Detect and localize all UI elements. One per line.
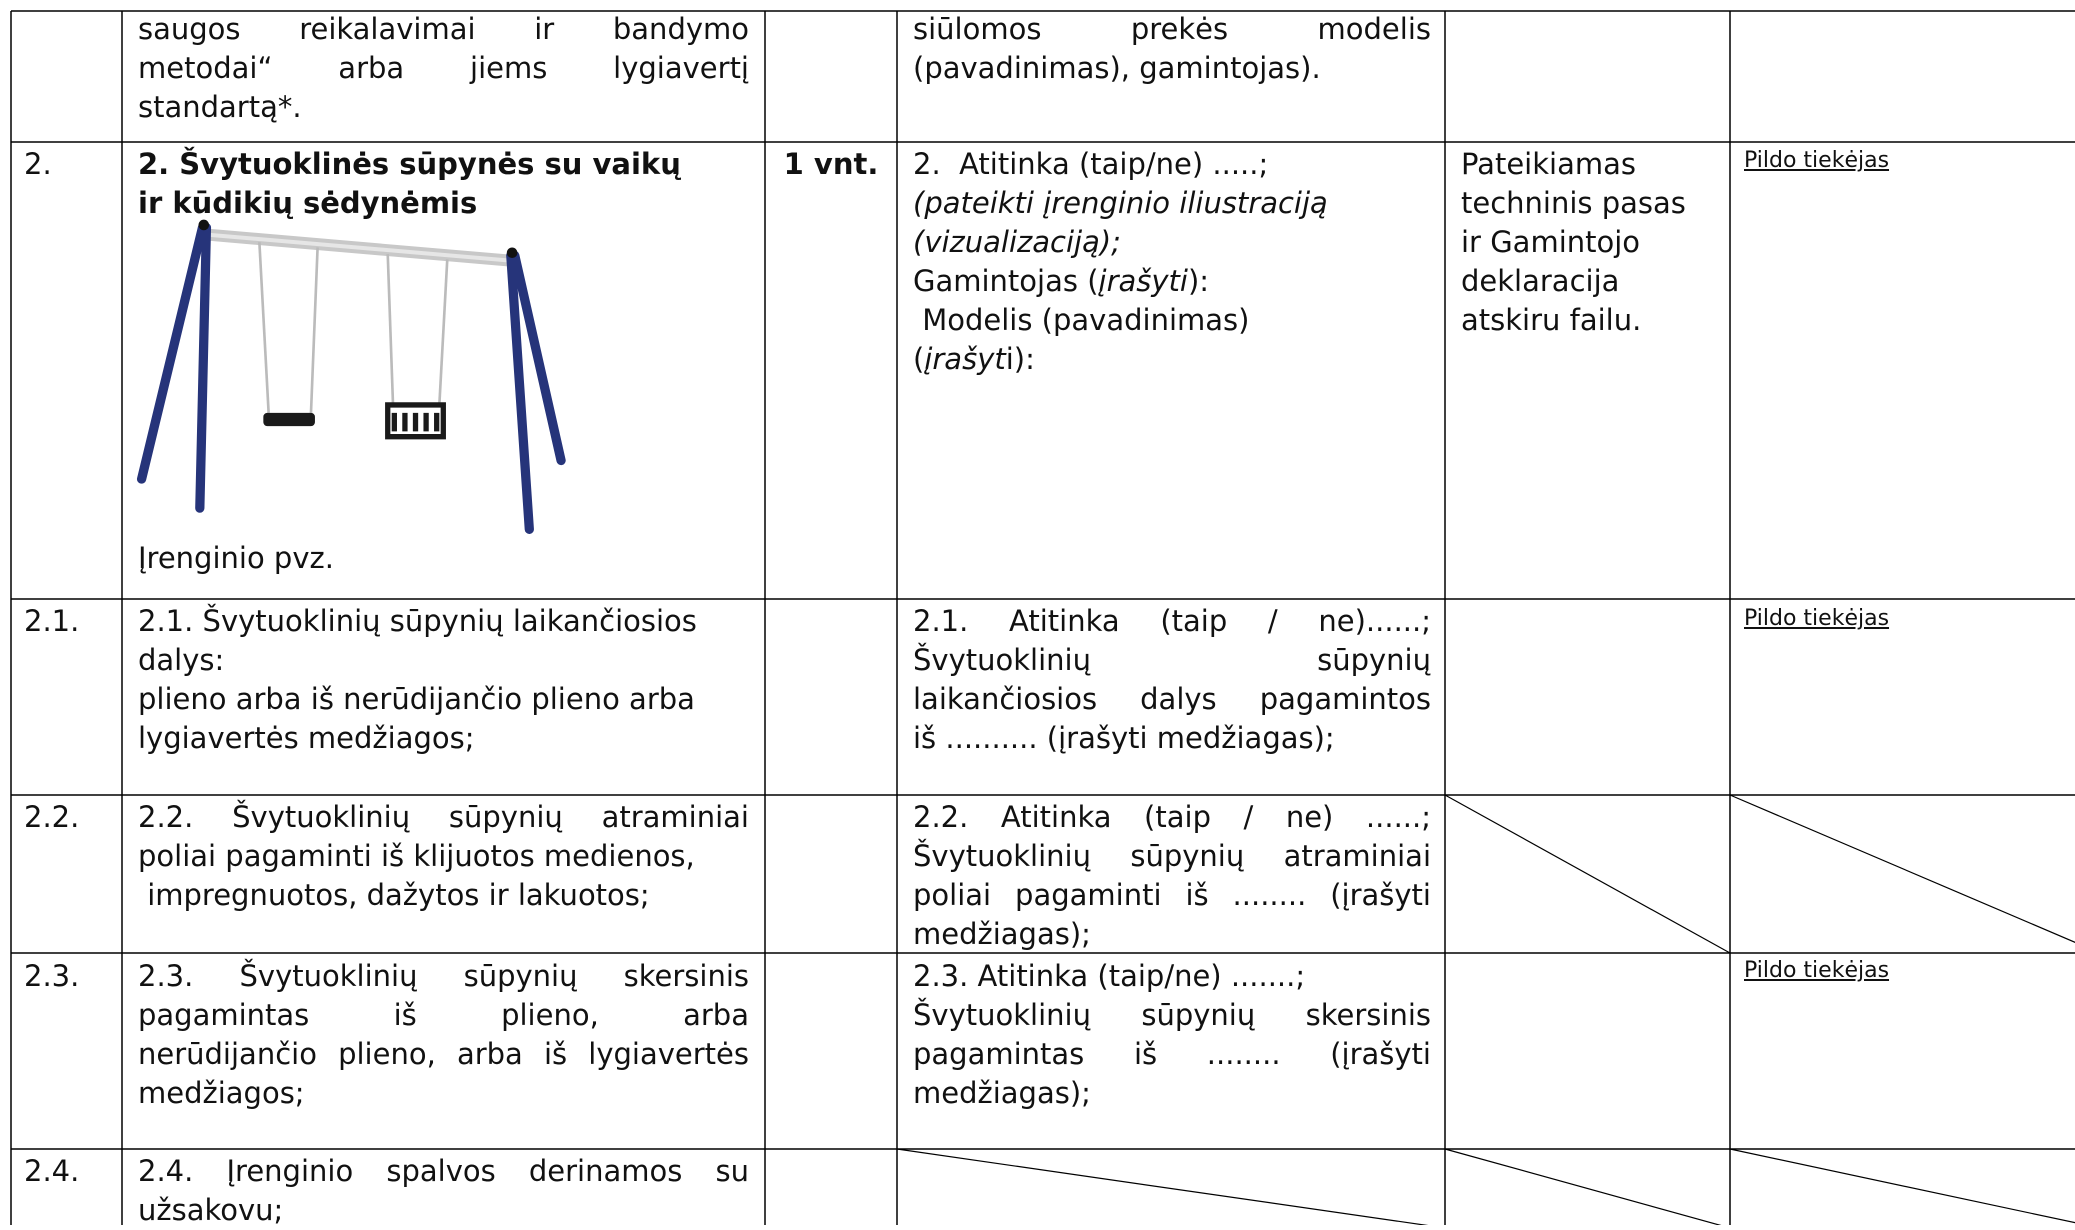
text-line: (įrašyti): [913,340,1431,379]
text-line: poliai pagaminti iš ........ (įrašyti [913,878,1431,912]
text-line: Švytuoklinių sūpynių atraminiai [913,839,1431,873]
offer-cell: 2.2. Atitinka (taip / ne) ......; Švytuo… [913,798,1431,954]
text-line: Švytuoklinių sūpynių [913,643,1431,677]
text: ( [913,342,925,376]
text-line: nerūdijančio plieno, arba iš lygiavertės [138,1037,749,1071]
text-line: plieno arba iš nerūdijančio plieno arba [138,682,695,716]
text-line: ir kūdikių sėdynėmis [138,186,478,220]
text-line: Modelis (pavadinimas) [913,303,1250,337]
text: įrašyt [924,342,1006,376]
documents-cell: Pateikiamas techninis pasas ir Gamintojo… [1461,145,1721,340]
text-line: (vizualizaciją); [913,225,1121,259]
diagonals [896,794,2075,1225]
text-line: pagamintas iš plieno, arba [138,998,749,1032]
offer-cell: siūlomos prekės modelis (pavadinimas), g… [913,10,1431,88]
text: i): [1005,342,1035,376]
image-caption: Įrenginio pvz. [138,541,334,575]
text-line: 2.3. Atitinka (taip/ne) .......; [913,959,1306,993]
text-line: dalys: [138,643,225,677]
row-number: 2.1. [24,604,80,638]
item-cell: saugos reikalavimai ir bandymo metodai“ … [138,10,749,127]
text-line: ir Gamintojo [1461,225,1641,259]
text-line: pagamintas iš ........ (įrašyti [913,1037,1431,1071]
text-line: lygiavertės medžiagos; [138,721,475,755]
text-line: medžiagas); [913,1076,1091,1110]
row-number: 2.2. [24,800,80,834]
text-line: poliai pagaminti iš klijuotos medienos, [138,839,695,873]
row-number: 2.3. [24,959,80,993]
text-line: saugos reikalavimai ir bandymo [138,12,749,46]
text-line: iš .......... (įrašyti medžiagas); [913,721,1335,755]
text-line: 2.1. Švytuoklinių sūpynių laikančiosios [138,604,697,638]
offer-cell: 2.3. Atitinka (taip/ne) .......; Švytuok… [913,957,1431,1113]
row-number: 2.4. [24,1154,80,1188]
text-line: 2. Atitinka (taip/ne) .....; [913,147,1269,181]
note: Pildo tiekėjas [1744,148,1890,173]
item-cell: 2.2. Švytuoklinių sūpynių atraminiai pol… [138,798,749,915]
item-cell: 2.3. Švytuoklinių sūpynių skersinis paga… [138,957,749,1113]
text-line: techninis pasas [1461,186,1686,220]
text-line: metodai“ arba jiems lygiavertį [138,51,749,85]
quantity: 1 vnt. [783,147,879,181]
text-line: laikančiosios dalys pagamintos [913,682,1431,716]
text-line: medžiagos; [138,1076,305,1110]
text-line: 2. Švytuoklinės sūpynės su vaikų [138,147,681,181]
text-line: medžiagas); [913,917,1091,951]
note: Pildo tiekėjas [1744,606,1890,631]
text-line: 2.2. Atitinka (taip / ne) ......; [913,800,1431,834]
swing-illustration [136,219,566,534]
item-cell: 2.1. Švytuoklinių sūpynių laikančiosios … [138,602,749,758]
text-line: užsakovu; [138,1193,284,1227]
text: įrašyti [1098,264,1188,298]
text-line: deklaracija [1461,264,1620,298]
row-number: 2. [24,147,52,181]
text: Gamintojas ( [913,264,1099,298]
item-title: 2. Švytuoklinės sūpynės su vaikų ir kūdi… [138,145,749,223]
text-line: 2.3. Švytuoklinių sūpynių skersinis [138,959,749,993]
text-line: 2.4. Įrenginio spalvos derinamos su [138,1154,749,1188]
text-line: Gamintojas (įrašyti): [913,262,1431,301]
text-line: 2.2. Švytuoklinių sūpynių atraminiai [138,800,749,834]
text-line: Pateikiamas [1461,147,1636,181]
text-line: standartą*. [138,90,302,124]
text-line: atskiru failu. [1461,303,1642,337]
offer-cell: 2.1. Atitinka (taip / ne)......; Švytuok… [913,602,1431,758]
text-line: (pateikti įrenginio iliustraciją [913,186,1328,220]
text: ): [1187,264,1210,298]
note: Pildo tiekėjas [1744,958,1890,983]
offer-cell: 2. Atitinka (taip/ne) .....; (pateikti į… [913,145,1431,379]
text-line: impregnuotos, dažytos ir lakuotos; [138,878,650,912]
text-line: (pavadinimas), gamintojas). [913,51,1321,85]
text-line: 2.1. Atitinka (taip / ne)......; [913,604,1431,638]
text-line: Švytuoklinių sūpynių skersinis [913,998,1431,1032]
item-cell: 2.4. Įrenginio spalvos derinamos su užsa… [138,1152,749,1230]
text-line: siūlomos prekės modelis [913,12,1431,46]
